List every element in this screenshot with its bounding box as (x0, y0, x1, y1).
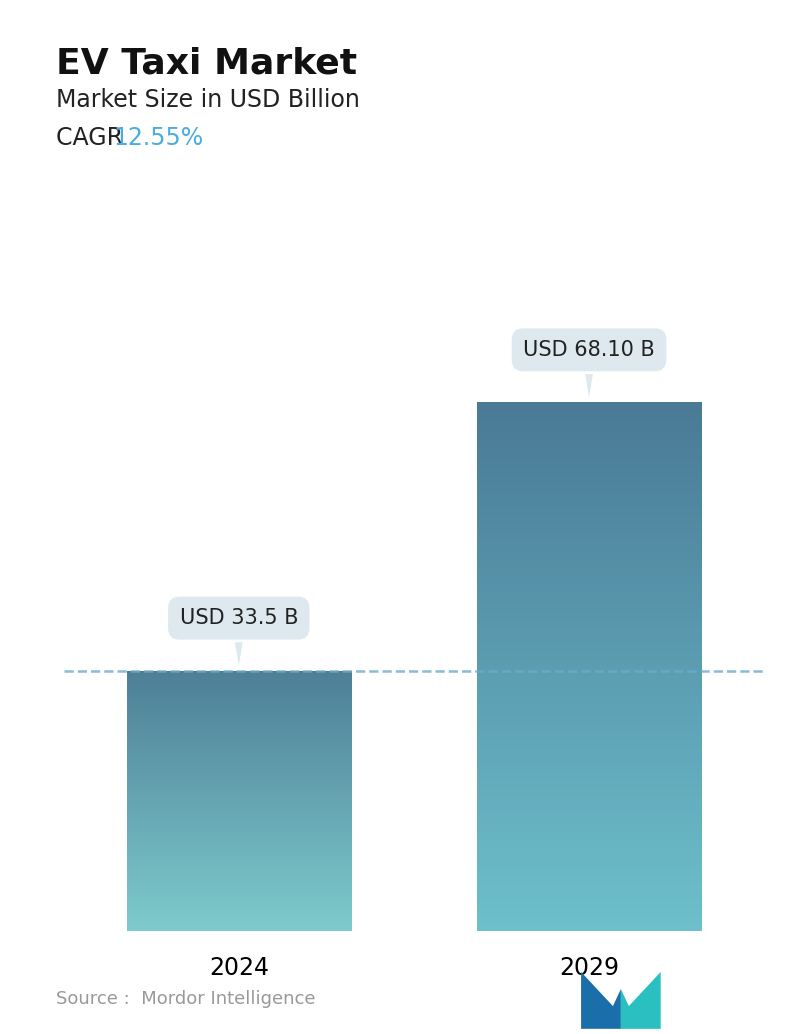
Polygon shape (581, 972, 621, 1029)
Text: USD 68.10 B: USD 68.10 B (523, 340, 655, 397)
Polygon shape (621, 972, 661, 1029)
Text: CAGR: CAGR (56, 126, 138, 150)
Text: USD 33.5 B: USD 33.5 B (180, 608, 298, 666)
Text: Source :  Mordor Intelligence: Source : Mordor Intelligence (56, 991, 315, 1008)
Text: EV Taxi Market: EV Taxi Market (56, 47, 357, 81)
Text: Market Size in USD Billion: Market Size in USD Billion (56, 88, 360, 112)
Text: 12.55%: 12.55% (114, 126, 204, 150)
